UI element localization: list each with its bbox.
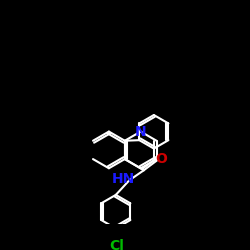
- Text: Cl: Cl: [109, 239, 124, 250]
- Text: O: O: [155, 152, 167, 166]
- Text: N: N: [135, 124, 146, 138]
- Text: HN: HN: [111, 172, 134, 186]
